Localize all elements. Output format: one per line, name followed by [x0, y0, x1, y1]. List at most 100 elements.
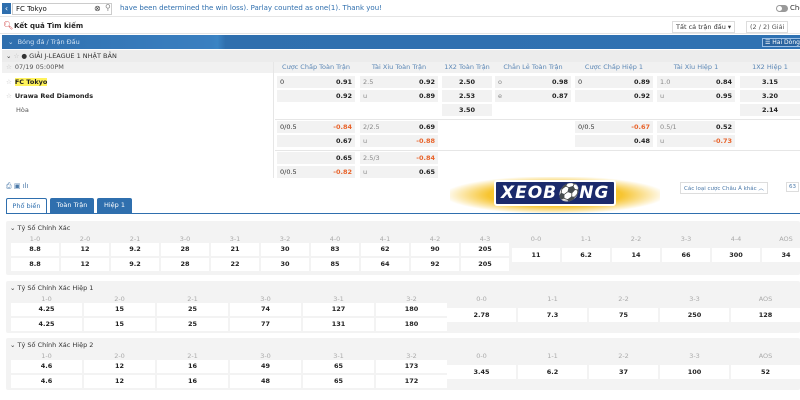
- odds-cell[interactable]: 7.3: [518, 308, 587, 322]
- toggle-switch[interactable]: [776, 5, 788, 12]
- odds-cell[interactable]: 180: [376, 318, 447, 331]
- league-header[interactable]: ⌄ ☆ ● GIẢI J-LEAGUE 1 NHẬT BẢN: [2, 50, 800, 62]
- odds-cell[interactable]: 8.8: [11, 258, 59, 271]
- odds-cell[interactable]: 52: [731, 365, 800, 379]
- odds-1x2-cell[interactable]: 2.50: [442, 76, 492, 88]
- odds-cell[interactable]: 74: [230, 303, 301, 316]
- odds-cell[interactable]: 28: [161, 243, 209, 256]
- odds-cell[interactable]: 0/0.5 -0.67: [575, 121, 653, 133]
- odds-cell[interactable]: 3.45: [447, 365, 516, 379]
- odds-cell[interactable]: 12: [84, 360, 155, 373]
- odds-cell[interactable]: 9.2: [111, 258, 159, 271]
- odds-cell[interactable]: u -0.88: [360, 135, 438, 147]
- odds-cell[interactable]: 2/2.5 0.69: [360, 121, 438, 133]
- odds-cell[interactable]: 127: [303, 303, 374, 316]
- search-icon[interactable]: ⚲: [105, 3, 111, 12]
- search-input[interactable]: FC Tokyo: [12, 3, 112, 15]
- odds-cell[interactable]: 0.5/1 0.52: [657, 121, 735, 133]
- odds-cell[interactable]: 85: [311, 258, 359, 271]
- odds-cell[interactable]: 300: [712, 248, 760, 262]
- odds-cell[interactable]: 2.5/3 -0.84: [360, 152, 438, 164]
- odds-cell[interactable]: 0.48: [575, 135, 653, 147]
- odds-cell[interactable]: u 0.89: [360, 90, 438, 102]
- favorite-star-icon[interactable]: ☆: [6, 63, 12, 71]
- odds-cell[interactable]: 25: [157, 318, 228, 331]
- odds-cell[interactable]: 49: [230, 360, 301, 373]
- clear-icon[interactable]: ⊗: [94, 4, 101, 13]
- odds-cell[interactable]: 2.78: [447, 308, 516, 322]
- odds-cell[interactable]: 30: [261, 258, 309, 271]
- odds-cell[interactable]: 48: [230, 375, 301, 388]
- section-title[interactable]: ⌄ Tỷ Số Chính Xác Hiệp 2: [10, 341, 94, 349]
- print-icon[interactable]: ⎙: [6, 182, 12, 190]
- odds-cell[interactable]: 83: [311, 243, 359, 256]
- tab-first-half[interactable]: Hiệp 1: [97, 198, 132, 213]
- odds-cell[interactable]: 0 0.91: [277, 76, 355, 88]
- odds-cell[interactable]: 0.92: [575, 90, 653, 102]
- odds-cell[interactable]: 64: [361, 258, 409, 271]
- odds-cell[interactable]: 2.5 0.92: [360, 76, 438, 88]
- odds-cell[interactable]: 65: [303, 360, 374, 373]
- odds-cell[interactable]: 75: [589, 308, 658, 322]
- odds-1x2-cell[interactable]: 3.50: [442, 104, 492, 116]
- odds-cell[interactable]: 4.25: [11, 318, 82, 331]
- odds-cell[interactable]: u 0.95: [657, 90, 735, 102]
- odds-1x2-cell[interactable]: 3.15: [740, 76, 800, 88]
- odds-cell[interactable]: 6.2: [518, 365, 587, 379]
- odds-cell[interactable]: 16: [157, 360, 228, 373]
- chart-icon[interactable]: ılı: [22, 182, 29, 190]
- odds-cell[interactable]: 28: [161, 258, 209, 271]
- odds-cell[interactable]: u -0.73: [657, 135, 735, 147]
- match-filter-dropdown[interactable]: Tất cả trận đấu ▾: [672, 21, 736, 33]
- odds-cell[interactable]: 15: [84, 318, 155, 331]
- section-title[interactable]: ⌄ Tỷ Số Chính Xác: [10, 224, 71, 232]
- odds-cell[interactable]: 100: [660, 365, 729, 379]
- other-count-button[interactable]: 63: [786, 182, 799, 192]
- tab-popular[interactable]: Phổ biến: [6, 198, 47, 213]
- star-icon[interactable]: ☆: [6, 78, 12, 86]
- odds-cell[interactable]: 173: [376, 360, 447, 373]
- odds-cell[interactable]: 62: [361, 243, 409, 256]
- odds-cell[interactable]: 8.8: [11, 243, 59, 256]
- odds-cell[interactable]: 34: [762, 248, 800, 262]
- odds-cell[interactable]: 0.67: [277, 135, 355, 147]
- section-title[interactable]: ⌄ Tỷ Số Chính Xác Hiệp 1: [10, 284, 94, 292]
- odds-cell[interactable]: 14: [612, 248, 660, 262]
- odds-cell[interactable]: 15: [84, 303, 155, 316]
- odds-cell[interactable]: 22: [211, 258, 259, 271]
- odds-cell[interactable]: 6.2: [562, 248, 610, 262]
- odds-cell[interactable]: 180: [376, 303, 447, 316]
- odds-cell[interactable]: 250: [660, 308, 729, 322]
- odds-cell[interactable]: 21: [211, 243, 259, 256]
- odds-cell[interactable]: o 0.98: [495, 76, 571, 88]
- odds-1x2-cell[interactable]: 2.14: [740, 104, 800, 116]
- odds-cell[interactable]: 4.6: [11, 360, 82, 373]
- odds-cell[interactable]: 92: [411, 258, 459, 271]
- odds-1x2-cell[interactable]: 3.20: [740, 90, 800, 102]
- odds-cell[interactable]: 172: [376, 375, 447, 388]
- odds-cell[interactable]: 66: [662, 248, 710, 262]
- odds-cell[interactable]: 205: [461, 243, 509, 256]
- odds-1x2-cell[interactable]: 2.53: [442, 90, 492, 102]
- odds-cell[interactable]: u 0.65: [360, 166, 438, 178]
- odds-cell[interactable]: 0.92: [277, 90, 355, 102]
- odds-cell[interactable]: 11: [512, 248, 560, 262]
- category-header[interactable]: ⌄ Bóng đá / Trận Đấu: [2, 35, 800, 49]
- odds-cell[interactable]: 12: [84, 375, 155, 388]
- odds-cell[interactable]: 0/0.5 -0.84: [277, 121, 355, 133]
- odds-cell[interactable]: 9.2: [111, 243, 159, 256]
- odds-cell[interactable]: 12: [61, 243, 109, 256]
- star-icon[interactable]: ☆: [6, 92, 12, 100]
- odds-cell[interactable]: 205: [461, 258, 509, 271]
- save-icon[interactable]: ▣: [13, 182, 21, 190]
- odds-cell[interactable]: 25: [157, 303, 228, 316]
- view-mode-button[interactable]: ☰ Hai Dòng: [762, 38, 800, 47]
- odds-cell[interactable]: 128: [731, 308, 800, 322]
- odds-cell[interactable]: 12: [61, 258, 109, 271]
- league-count-button[interactable]: (2 / 2) Giải: [746, 21, 789, 33]
- other-bets-button[interactable]: Các loại cược Châu Á khác ︿: [680, 182, 768, 194]
- odds-cell[interactable]: 0.65: [277, 152, 355, 164]
- odds-cell[interactable]: e 0.87: [495, 90, 571, 102]
- odds-cell[interactable]: 4.25: [11, 303, 82, 316]
- odds-cell[interactable]: 4.6: [11, 375, 82, 388]
